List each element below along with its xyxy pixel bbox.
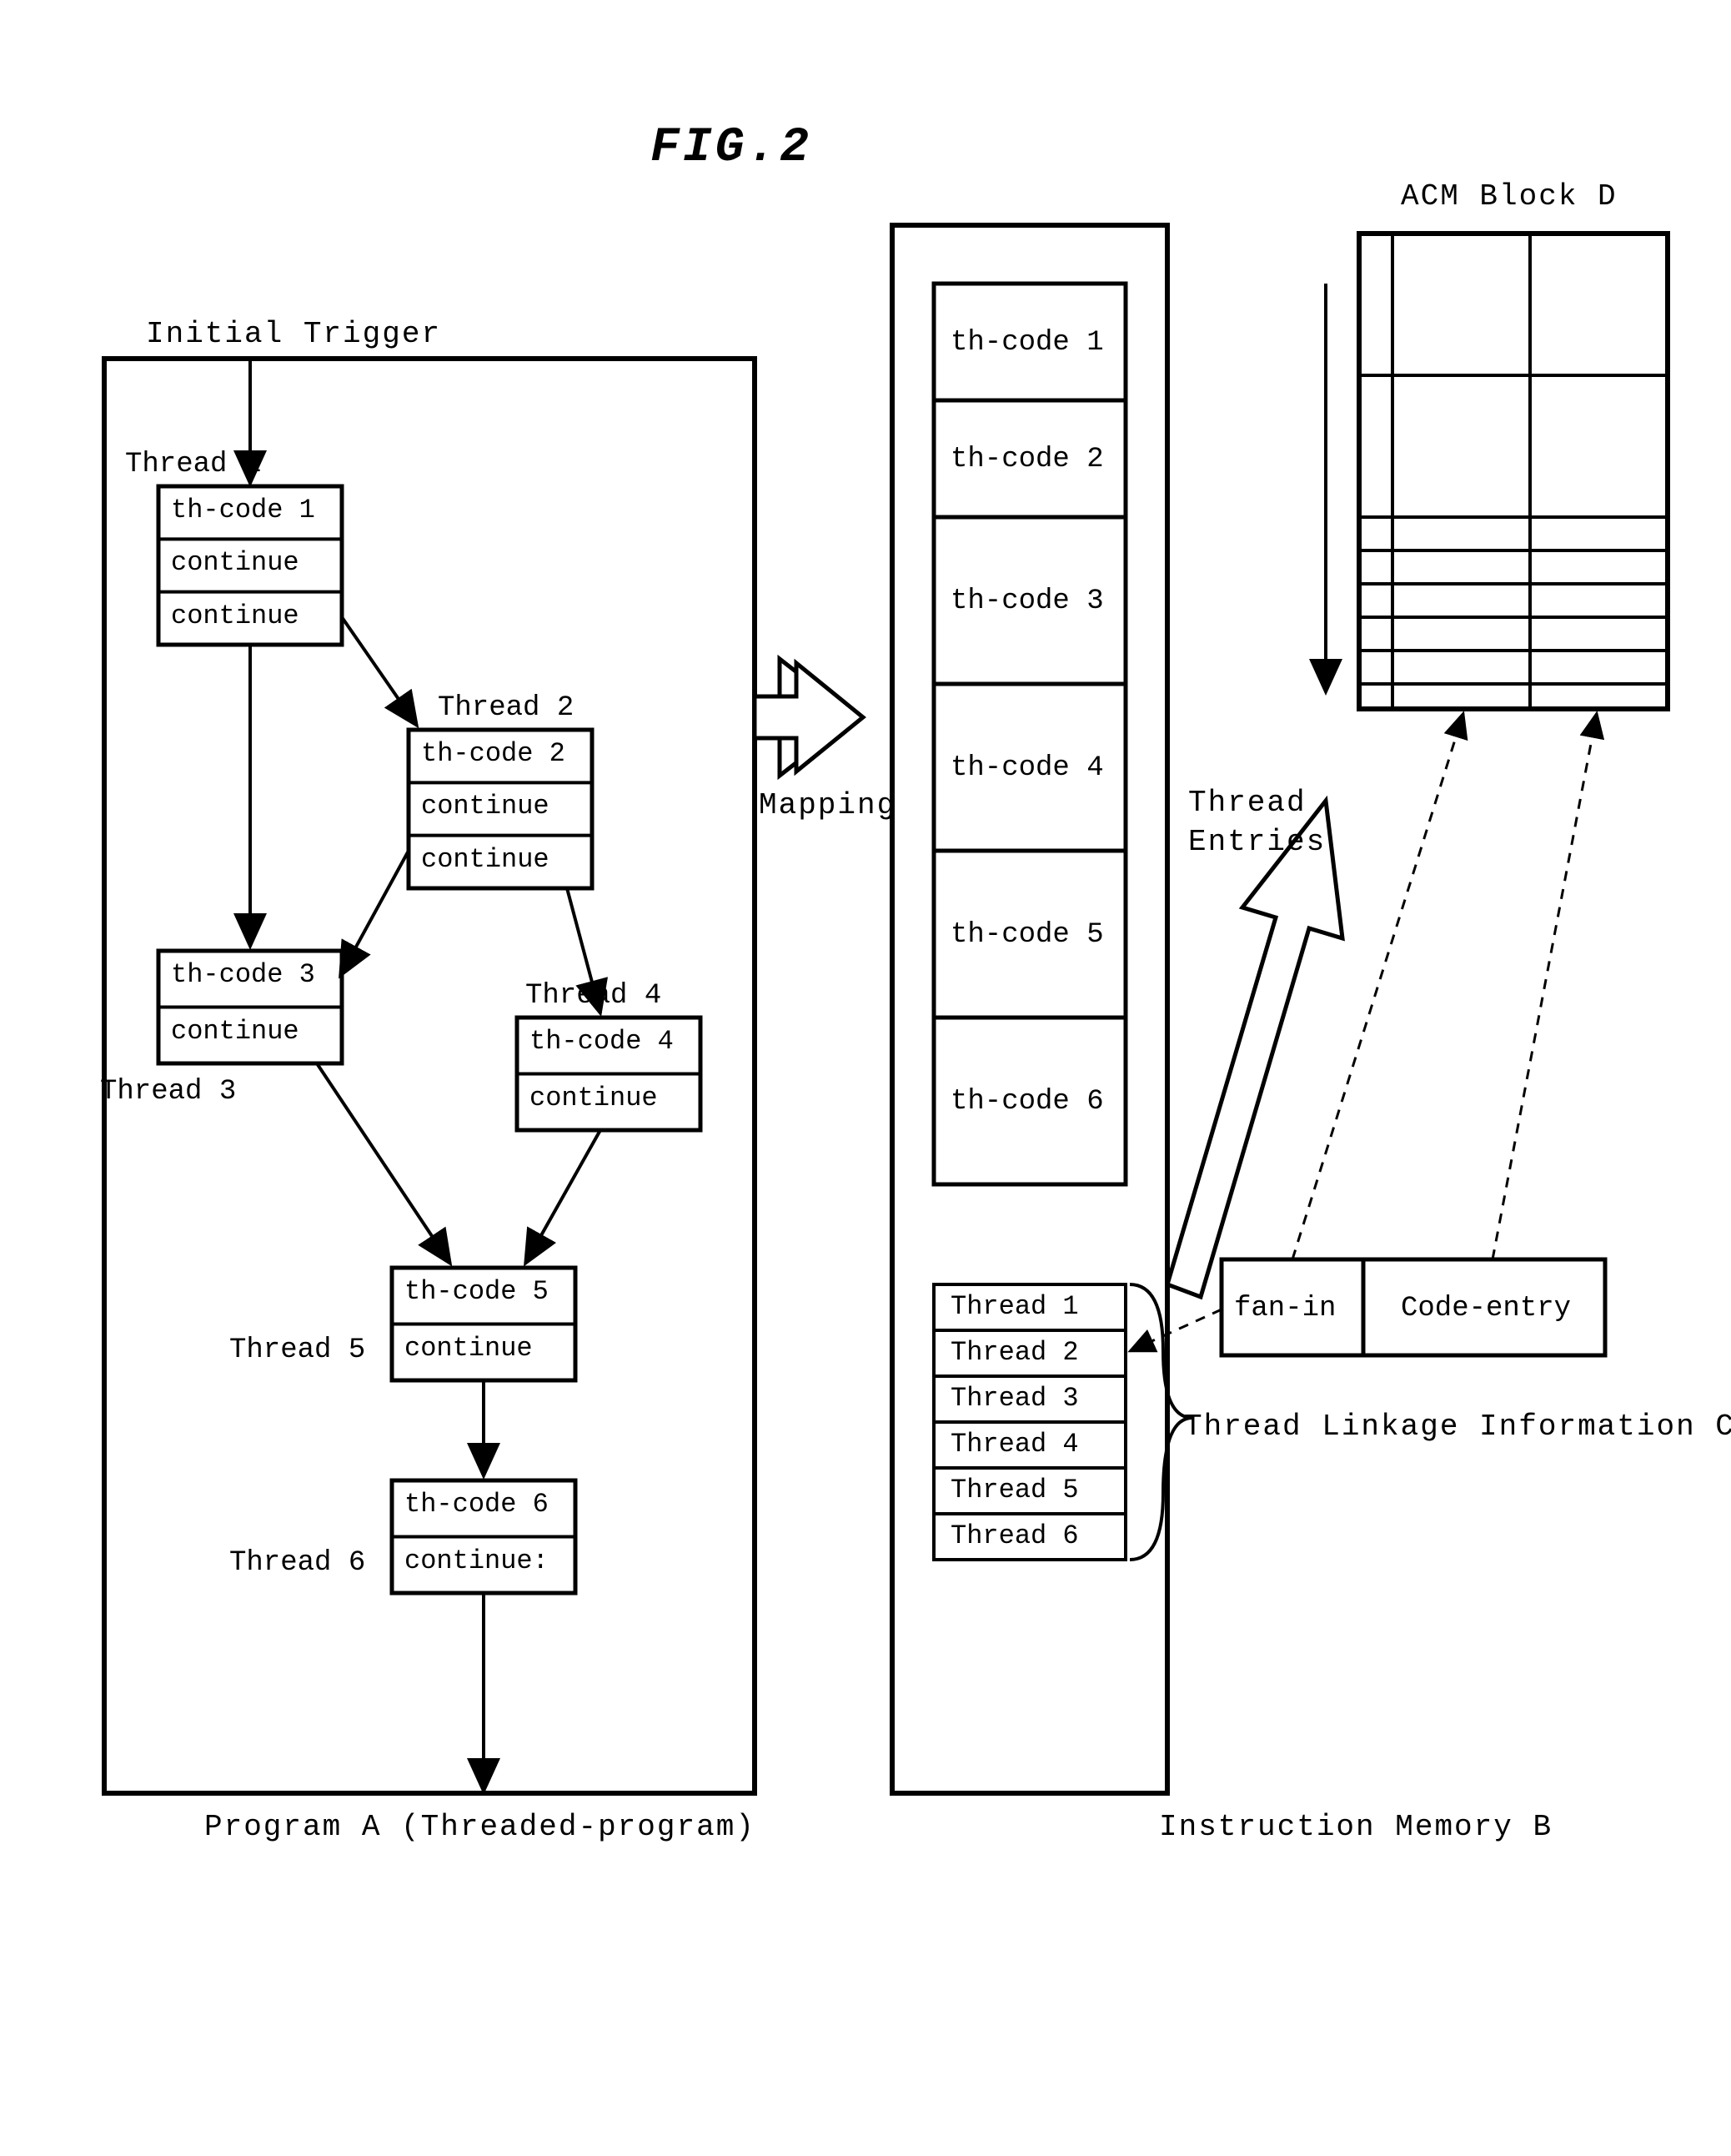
thread1-line-1: continue [171, 547, 299, 578]
thread4-line-0: th-code 4 [529, 1026, 674, 1057]
thread5-line-1: continue [404, 1333, 533, 1364]
thread6-line-1: continue: [404, 1545, 549, 1576]
thread3-line-1: continue [171, 1016, 299, 1047]
fanin-label: fan-in [1234, 1293, 1336, 1324]
thread-entry-4: Thread 4 [951, 1429, 1079, 1460]
mapping-label: Mapping [759, 788, 896, 822]
thread-entry-5: Thread 5 [951, 1475, 1079, 1505]
figure-title: FIG.2 [650, 121, 812, 175]
thread1-label: Thread 1 [125, 449, 261, 480]
thread3-label: Thread 3 [100, 1076, 236, 1108]
thread5-label: Thread 5 [229, 1334, 365, 1366]
thread-entry-6: Thread 6 [951, 1520, 1079, 1551]
thread6-line-0: th-code 6 [404, 1489, 549, 1520]
thread4-line-1: continue [529, 1083, 658, 1113]
codeentry-label: Code-entry [1401, 1293, 1571, 1324]
thcode-5: th-code 5 [951, 919, 1104, 951]
program-a-label: Program A (Threaded-program) [204, 1810, 755, 1844]
thread2-label: Thread 2 [438, 692, 574, 724]
thcode-3: th-code 3 [951, 585, 1104, 617]
thread5-line-0: th-code 5 [404, 1276, 549, 1307]
thread4-label: Thread 4 [525, 980, 661, 1012]
thcode-4: th-code 4 [951, 752, 1104, 784]
thread-entry-1: Thread 1 [951, 1291, 1079, 1322]
thread3-line-0: th-code 3 [171, 959, 315, 990]
thread2-line-1: continue [421, 791, 549, 822]
acm-block-label: ACM Block D [1401, 179, 1618, 214]
thcode-6: th-code 6 [951, 1086, 1104, 1118]
thread2-line-2: continue [421, 844, 549, 875]
thcode-2: th-code 2 [951, 444, 1104, 475]
thread-entries-label: ThreadEntries [1188, 784, 1326, 862]
thread6-label: Thread 6 [229, 1547, 365, 1579]
thread1-line-0: th-code 1 [171, 495, 315, 525]
thread-linkage-label: Thread Linkage Information C [1184, 1410, 1731, 1444]
thread-entry-3: Thread 3 [951, 1383, 1079, 1414]
thread-entry-2: Thread 2 [951, 1337, 1079, 1368]
thcode-1: th-code 1 [951, 327, 1104, 359]
thread1-line-2: continue [171, 601, 299, 631]
instruction-memory-label: Instruction Memory B [1159, 1810, 1553, 1844]
thread2-line-0: th-code 2 [421, 738, 565, 769]
initial-trigger-label: Initial Trigger [146, 317, 441, 351]
